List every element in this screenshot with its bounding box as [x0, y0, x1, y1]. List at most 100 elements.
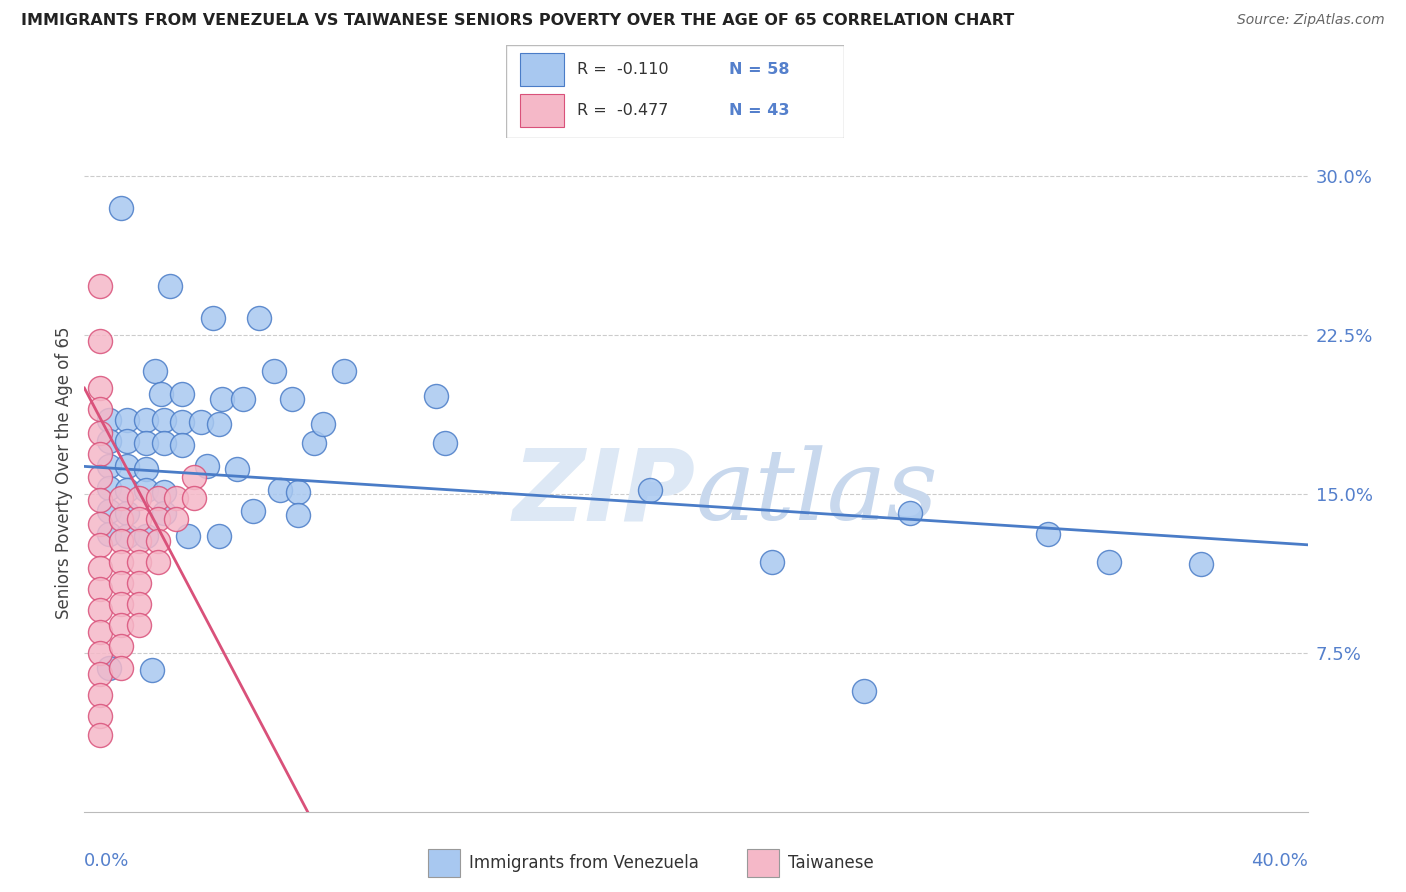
Text: N = 43: N = 43: [728, 103, 789, 118]
Point: [1036, 527, 1059, 541]
Point: [761, 555, 783, 569]
FancyBboxPatch shape: [427, 849, 460, 877]
Point: [89, 381, 111, 395]
Point: [89, 279, 111, 293]
Text: 40.0%: 40.0%: [1251, 853, 1308, 871]
Point: [89, 728, 111, 742]
Point: [110, 555, 132, 569]
Text: Source: ZipAtlas.com: Source: ZipAtlas.com: [1237, 13, 1385, 28]
Point: [115, 529, 138, 543]
Point: [97, 413, 120, 427]
Y-axis label: Seniors Poverty Over the Age of 65: Seniors Poverty Over the Age of 65: [55, 326, 73, 619]
Text: N = 58: N = 58: [728, 62, 789, 77]
Point: [269, 483, 291, 497]
Point: [165, 512, 187, 526]
Point: [128, 618, 150, 632]
FancyBboxPatch shape: [747, 849, 779, 877]
Point: [97, 660, 120, 674]
Point: [898, 506, 921, 520]
Point: [89, 334, 111, 349]
Point: [302, 436, 325, 450]
Point: [128, 555, 150, 569]
Point: [312, 417, 335, 431]
Text: 0.0%: 0.0%: [84, 853, 129, 871]
Point: [89, 402, 111, 417]
Text: IMMIGRANTS FROM VENEZUELA VS TAIWANESE SENIORS POVERTY OVER THE AGE OF 65 CORREL: IMMIGRANTS FROM VENEZUELA VS TAIWANESE S…: [21, 13, 1014, 29]
FancyBboxPatch shape: [506, 45, 844, 138]
Point: [143, 364, 166, 378]
Point: [149, 387, 172, 401]
Point: [89, 603, 111, 617]
Point: [89, 688, 111, 702]
Point: [211, 392, 233, 406]
Point: [190, 415, 212, 429]
Point: [97, 527, 120, 541]
Point: [226, 461, 249, 475]
Point: [146, 512, 169, 526]
Point: [135, 483, 157, 497]
Point: [247, 311, 270, 326]
Point: [115, 483, 138, 497]
Point: [110, 597, 132, 611]
FancyBboxPatch shape: [520, 53, 564, 86]
Point: [110, 533, 132, 548]
Point: [135, 461, 157, 475]
Point: [115, 506, 138, 520]
Point: [638, 483, 661, 497]
Point: [242, 504, 264, 518]
Point: [89, 561, 111, 575]
Point: [153, 413, 176, 427]
Text: ZIP: ZIP: [513, 444, 696, 541]
Point: [89, 538, 111, 552]
Point: [97, 459, 120, 474]
Point: [110, 512, 132, 526]
Point: [115, 459, 138, 474]
Point: [146, 533, 169, 548]
Point: [146, 555, 169, 569]
Point: [208, 529, 231, 543]
Point: [434, 436, 457, 450]
Point: [201, 311, 224, 326]
Point: [89, 447, 111, 461]
Point: [89, 470, 111, 484]
Point: [135, 436, 157, 450]
Point: [159, 279, 181, 293]
Point: [153, 484, 176, 499]
Point: [110, 640, 132, 654]
Point: [89, 624, 111, 639]
Point: [172, 387, 194, 401]
Point: [281, 392, 304, 406]
Point: [333, 364, 356, 378]
Text: R =  -0.477: R = -0.477: [576, 103, 668, 118]
Point: [177, 529, 200, 543]
Point: [110, 576, 132, 591]
Point: [89, 582, 111, 597]
Point: [153, 506, 176, 520]
Point: [183, 491, 205, 505]
Point: [89, 709, 111, 723]
Point: [135, 413, 157, 427]
Text: R =  -0.110: R = -0.110: [576, 62, 669, 77]
Point: [135, 529, 157, 543]
Point: [172, 415, 194, 429]
Point: [89, 667, 111, 681]
Point: [110, 201, 132, 215]
Point: [128, 576, 150, 591]
Point: [183, 470, 205, 484]
Point: [89, 425, 111, 440]
FancyBboxPatch shape: [520, 95, 564, 127]
Point: [172, 438, 194, 452]
Point: [1189, 557, 1212, 571]
Point: [97, 434, 120, 448]
Point: [128, 512, 150, 526]
Point: [128, 491, 150, 505]
Point: [128, 533, 150, 548]
Point: [97, 504, 120, 518]
Point: [115, 413, 138, 427]
Point: [232, 392, 254, 406]
Point: [287, 484, 309, 499]
Point: [115, 434, 138, 448]
Point: [89, 516, 111, 531]
Point: [110, 491, 132, 505]
Text: Immigrants from Venezuela: Immigrants from Venezuela: [470, 854, 699, 872]
